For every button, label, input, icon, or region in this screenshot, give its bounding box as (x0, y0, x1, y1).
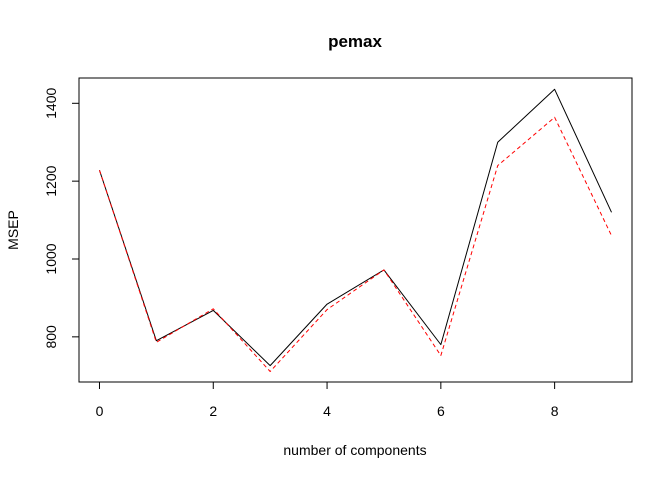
x-axis: 0 2 4 6 8 (96, 381, 559, 419)
y-tick-label: 1200 (43, 165, 59, 196)
y-tick-label: 800 (43, 325, 59, 349)
y-tick-label: 1000 (43, 243, 59, 274)
y-tick-label: 1400 (43, 88, 59, 119)
series-line-2 (99, 116, 612, 372)
x-tick-label: 0 (96, 403, 104, 419)
series-layer (99, 88, 612, 372)
x-tick-label: 8 (551, 403, 559, 419)
x-tick-label: 2 (209, 403, 217, 419)
y-axis-label: MSEP (5, 210, 21, 250)
x-axis-label: number of components (283, 442, 426, 458)
x-tick-label: 4 (323, 403, 331, 419)
chart-title: pemax (328, 32, 382, 51)
y-axis: 800 1000 1200 1400 (43, 88, 80, 349)
series-line-1 (99, 88, 612, 367)
x-tick-label: 6 (437, 403, 445, 419)
plot-frame (78, 77, 633, 383)
